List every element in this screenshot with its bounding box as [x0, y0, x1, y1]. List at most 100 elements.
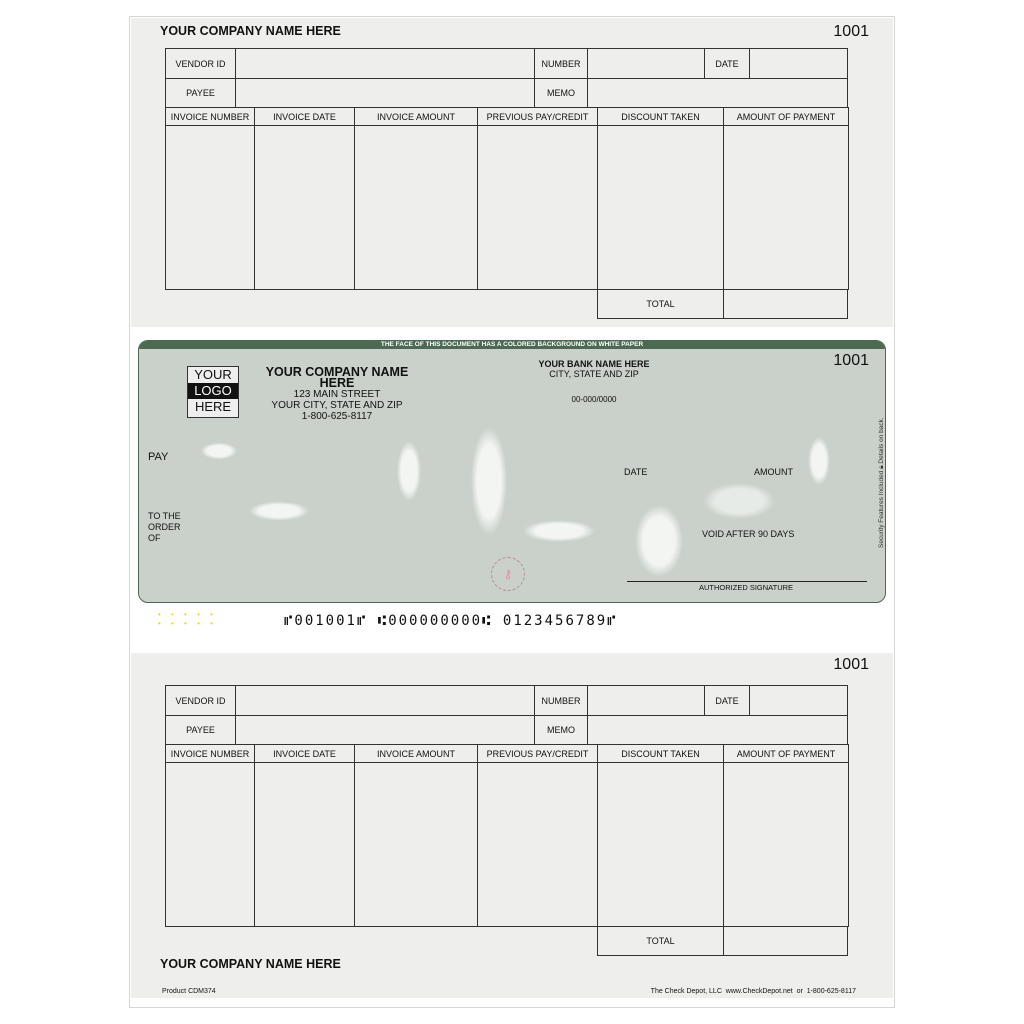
vendor-credit: The Check Depot, LLC www.CheckDepot.net … — [650, 988, 856, 995]
column-header-text: INVOICE DATE — [273, 748, 336, 759]
column-header: AMOUNT OF PAYMENT — [723, 107, 849, 126]
column-header: INVOICE AMOUNT — [354, 107, 478, 126]
column-header: PREVIOUS PAY/CREDIT — [477, 744, 598, 763]
check-number: 1001 — [833, 352, 869, 369]
column-body[interactable] — [477, 762, 598, 927]
amount-label: AMOUNT — [754, 467, 793, 477]
payee-label-text: PAYEE — [186, 88, 215, 98]
company-city: YOUR CITY, STATE AND ZIP — [271, 400, 403, 411]
number-field[interactable] — [587, 685, 705, 716]
column-body[interactable] — [597, 762, 724, 927]
column-header: INVOICE DATE — [254, 744, 355, 763]
padlock-icon: 🔒︎ — [878, 465, 885, 469]
pay-label: PAY — [148, 451, 169, 463]
date-field[interactable] — [749, 685, 848, 716]
column-header: INVOICE AMOUNT — [354, 744, 478, 763]
details-text: Details on back. — [878, 417, 885, 464]
column-header-text: PREVIOUS PAY/CREDIT — [486, 748, 589, 759]
number-label: NUMBER — [534, 48, 588, 79]
payee-label: PAYEE — [165, 78, 236, 108]
routing-fraction: 00-000/0000 — [571, 395, 617, 404]
payee-label-text: PAYEE — [186, 725, 215, 735]
number-field[interactable] — [587, 48, 705, 79]
memo-field[interactable] — [587, 78, 848, 108]
column-header: INVOICE DATE — [254, 107, 355, 126]
vendor-id-field[interactable] — [235, 685, 535, 716]
micr-line: ⑈001001⑈ ⑆000000000⑆ 0123456789⑈ — [284, 613, 618, 629]
column-header-text: INVOICE DATE — [273, 111, 336, 122]
company-address: 123 MAIN STREET — [293, 389, 381, 400]
security-banner: THE FACE OF THIS DOCUMENT HAS A COLORED … — [139, 341, 885, 349]
logo-text: YOUR — [194, 367, 232, 382]
order-text: TO THE — [148, 511, 181, 521]
logo-text: HERE — [194, 399, 232, 414]
vendor-id-field[interactable] — [235, 48, 535, 79]
company-name: YOUR COMPANY NAME HERE — [160, 24, 341, 38]
number-label-text: NUMBER — [541, 695, 581, 706]
company-block: YOUR COMPANY NAME HERE 123 MAIN STREET Y… — [247, 366, 427, 422]
column-body[interactable] — [723, 125, 849, 290]
column-header-text: AMOUNT OF PAYMENT — [736, 748, 836, 759]
security-text: Security Features Included — [878, 470, 885, 548]
hologram-dots: • • • • • • • • • • — [158, 610, 217, 628]
date-field[interactable] — [749, 48, 848, 79]
check-number: 1001 — [833, 23, 869, 40]
column-body[interactable] — [723, 762, 849, 927]
total-field[interactable] — [723, 289, 848, 319]
column-header: PREVIOUS PAY/CREDIT — [477, 107, 598, 126]
column-header: DISCOUNT TAKEN — [597, 107, 724, 126]
date-label-text: DATE — [715, 58, 739, 69]
order-text: OF — [148, 533, 161, 543]
column-body[interactable] — [354, 125, 478, 290]
bank-name: YOUR BANK NAME HERE — [538, 359, 650, 369]
column-header-text: INVOICE NUMBER — [170, 111, 250, 122]
check-face: THE FACE OF THIS DOCUMENT HAS A COLORED … — [138, 340, 886, 603]
column-header-text: INVOICE AMOUNT — [376, 748, 455, 759]
column-header: DISCOUNT TAKEN — [597, 744, 724, 763]
void-notice: VOID AFTER 90 DAYS — [702, 529, 795, 539]
total-field[interactable] — [723, 926, 848, 956]
company-name: YOUR COMPANY NAME HERE — [160, 957, 341, 971]
memo-field[interactable] — [587, 715, 848, 745]
total-label-text: TOTAL — [646, 299, 675, 309]
column-header-text: DISCOUNT TAKEN — [621, 111, 700, 122]
signature-label: AUTHORIZED SIGNATURE — [699, 583, 794, 592]
total-label: TOTAL — [597, 926, 724, 956]
column-body[interactable] — [597, 125, 724, 290]
memo-label: MEMO — [534, 715, 588, 745]
total-label: TOTAL — [597, 289, 724, 319]
check-number: 1001 — [833, 656, 869, 673]
product-code: Product CDM374 — [162, 988, 216, 995]
column-header-text: AMOUNT OF PAYMENT — [736, 111, 836, 122]
payee-field[interactable] — [235, 78, 535, 108]
column-header-text: INVOICE AMOUNT — [376, 111, 455, 122]
order-text: ORDER — [148, 522, 181, 532]
column-header: INVOICE NUMBER — [165, 744, 255, 763]
key-icon: ⚷ — [491, 557, 525, 591]
column-body[interactable] — [254, 762, 355, 927]
number-label-text: NUMBER — [541, 58, 581, 69]
payee-field[interactable] — [235, 715, 535, 745]
column-body[interactable] — [165, 762, 255, 927]
column-header: INVOICE NUMBER — [165, 107, 255, 126]
memo-label-text: MEMO — [547, 725, 575, 735]
column-body[interactable] — [354, 762, 478, 927]
number-label: NUMBER — [534, 685, 588, 716]
bottom-stub: VENDOR ID NUMBER DATE PAYEE MEMO INVOICE NUMB… — [131, 653, 893, 998]
signature-line[interactable] — [627, 581, 867, 582]
vendor-id-label-text: VENDOR ID — [175, 695, 226, 706]
column-body[interactable] — [477, 125, 598, 290]
security-note: Security Features Included 🔒︎ Details on… — [878, 417, 886, 548]
column-body[interactable] — [165, 125, 255, 290]
column-header-text: DISCOUNT TAKEN — [621, 748, 700, 759]
memo-label-text: MEMO — [547, 88, 575, 98]
memo-label: MEMO — [534, 78, 588, 108]
bank-city: CITY, STATE AND ZIP — [549, 369, 639, 379]
bank-block: YOUR BANK NAME HERE CITY, STATE AND ZIP … — [529, 359, 659, 404]
column-body[interactable] — [254, 125, 355, 290]
payee-label: PAYEE — [165, 715, 236, 745]
column-header: AMOUNT OF PAYMENT — [723, 744, 849, 763]
vendor-id-label-text: VENDOR ID — [175, 58, 226, 69]
column-header-text: PREVIOUS PAY/CREDIT — [486, 111, 589, 122]
order-label: TO THE ORDER OF — [148, 511, 181, 544]
